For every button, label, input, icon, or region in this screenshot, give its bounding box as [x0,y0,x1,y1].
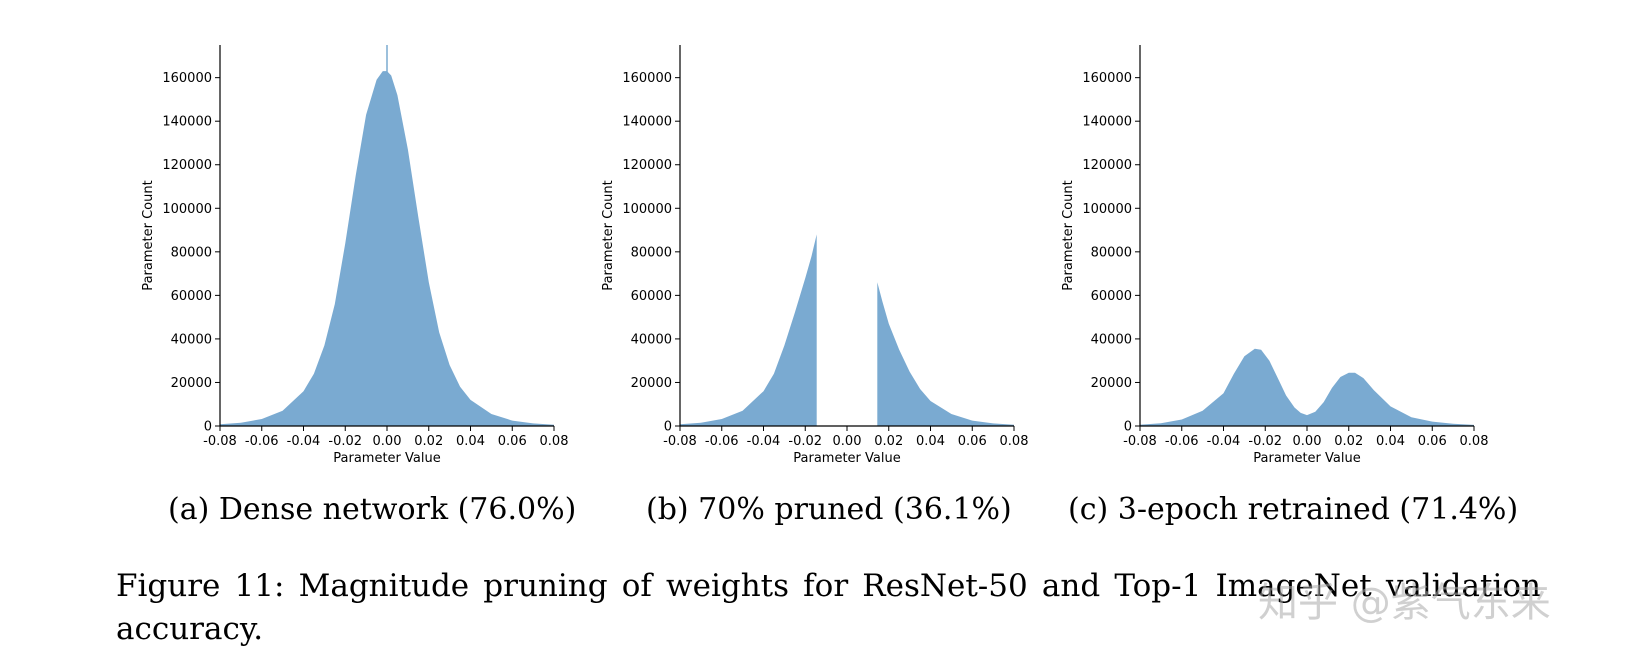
subcaption-b: (b) 70% pruned (36.1%) [646,492,1012,527]
x-axis-label-a: Parameter Value [333,451,440,466]
y-tick-label-b: 40000 [631,332,672,347]
histogram-area-a-1 [220,71,554,426]
y-tick-label-c: 160000 [1082,71,1132,86]
y-tick-label-a: 20000 [171,376,212,391]
y-tick-label-c: 0 [1124,420,1132,435]
x-tick-label-a: -0.04 [287,434,321,449]
y-tick-label-b: 0 [664,420,672,435]
histogram-area-c-1 [1140,348,1474,426]
x-tick-label-b: 0.08 [1000,434,1029,449]
y-axis-label-b: Parameter Count [601,180,616,290]
chart-panel-b: 0 20000 40000 60000 80000 100000 120000 140000 1… [601,45,1028,466]
x-tick-label-a: 0.00 [373,434,402,449]
subcaption-c: (c) 3-epoch retrained (71.4%) [1068,492,1519,527]
x-tick-label-b: -0.08 [663,434,697,449]
y-tick-label-a: 160000 [162,71,212,86]
y-tick-label-a: 40000 [171,332,212,347]
x-tick-label-c: 0.06 [1418,434,1447,449]
x-tick-label-a: -0.06 [245,434,279,449]
x-tick-label-b: -0.06 [705,434,739,449]
x-tick-label-c: 0.00 [1293,434,1322,449]
y-tick-label-a: 140000 [162,115,212,130]
x-tick-label-a: 0.08 [540,434,569,449]
x-tick-label-b: 0.06 [958,434,987,449]
watermark: 知乎 @紫气东来 [1258,580,1551,626]
y-tick-label-b: 60000 [631,289,672,304]
y-axis-label-c: Parameter Count [1061,180,1076,290]
y-axis-label-a: Parameter Count [141,180,156,290]
x-tick-label-c: -0.04 [1207,434,1241,449]
x-tick-label-a: 0.04 [456,434,485,449]
x-tick-label-c: -0.02 [1248,434,1282,449]
x-tick-label-a: -0.02 [328,434,362,449]
x-tick-label-c: 0.02 [1334,434,1363,449]
histogram-area-b-2 [877,282,1014,426]
y-tick-label-a: 100000 [162,202,212,217]
y-tick-label-a: 0 [204,420,212,435]
y-tick-label-c: 80000 [1091,245,1132,260]
x-tick-label-c: -0.08 [1123,434,1157,449]
y-tick-label-b: 80000 [631,245,672,260]
x-tick-label-b: -0.04 [747,434,781,449]
x-tick-label-b: -0.02 [788,434,822,449]
x-axis-label-b: Parameter Value [793,451,900,466]
y-tick-label-b: 160000 [622,71,672,86]
x-tick-label-c: 0.08 [1460,434,1489,449]
y-tick-label-b: 120000 [622,158,672,173]
y-tick-label-c: 20000 [1091,376,1132,391]
chart-panel-a: 0 20000 40000 60000 80000 100000 120000 140000 1… [141,45,568,466]
histogram-area-b-1 [680,234,817,426]
y-tick-label-c: 120000 [1082,158,1132,173]
y-tick-label-a: 80000 [171,245,212,260]
figure-caption: Figure 11: Magnitude pruning of weights … [116,568,1541,647]
y-tick-label-c: 100000 [1082,202,1132,217]
x-tick-label-b: 0.04 [916,434,945,449]
y-tick-label-b: 140000 [622,115,672,130]
y-tick-label-a: 60000 [171,289,212,304]
chart-panel-c: 0 20000 40000 60000 80000 100000 120000 140000 1… [1061,45,1488,466]
x-tick-label-b: 0.00 [833,434,862,449]
y-tick-label-a: 120000 [162,158,212,173]
figure-panels: 0 20000 40000 60000 80000 100000 120000 140000 1… [141,45,1488,466]
x-tick-label-a: 0.02 [414,434,443,449]
x-tick-label-a: -0.08 [203,434,237,449]
x-tick-label-c: 0.04 [1376,434,1405,449]
y-tick-label-c: 140000 [1082,115,1132,130]
x-axis-label-c: Parameter Value [1253,451,1360,466]
y-tick-label-c: 60000 [1091,289,1132,304]
subcaption-a: (a) Dense network (76.0%) [168,492,577,527]
x-tick-label-a: 0.06 [498,434,527,449]
x-tick-label-b: 0.02 [874,434,903,449]
y-tick-label-b: 20000 [631,376,672,391]
y-tick-label-b: 100000 [622,202,672,217]
y-tick-label-c: 40000 [1091,332,1132,347]
x-tick-label-c: -0.06 [1165,434,1199,449]
